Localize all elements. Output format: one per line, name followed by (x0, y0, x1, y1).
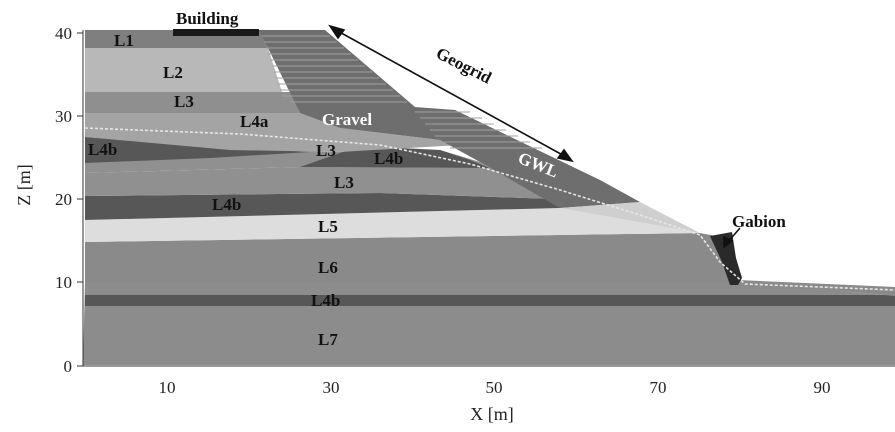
layer-L3-low-label: L3 (334, 173, 354, 192)
layer-L6-label: L6 (318, 258, 338, 277)
y-tick-10: 10 (55, 273, 72, 292)
gabion-label: Gabion (732, 212, 786, 231)
geogrid-layers (262, 35, 542, 149)
layer-L6-fill (85, 233, 740, 282)
building-footing (173, 29, 259, 36)
layer-L4a-fill (85, 113, 460, 152)
layer-L7-label: L7 (318, 330, 338, 349)
gabion-pointer (723, 227, 741, 249)
layer-L2-fill (85, 48, 282, 92)
building-label: Building (176, 9, 239, 28)
soil-layers (83, 30, 895, 365)
layer-L2-label: L2 (163, 63, 183, 82)
layer-L3-top-fill (85, 92, 300, 113)
x-tick-70: 70 (650, 378, 667, 397)
layer-L4b-left-fill (85, 137, 310, 163)
geogrid-label: Geogrid (433, 44, 495, 88)
gravel-fill (258, 30, 700, 233)
layer-L5-fill (85, 208, 700, 242)
y-axis-label: Z [m] (14, 164, 34, 205)
layer-L4b-left-label: L4b (88, 140, 117, 159)
x-tick-10: 10 (159, 378, 176, 397)
axes (77, 30, 895, 367)
layer-L1-label: L1 (114, 31, 134, 50)
gravel-label: Gravel (322, 110, 372, 129)
layer-L4b-deep-label: L4b (311, 291, 340, 310)
layer-L4b-wide-label: L4b (212, 195, 241, 214)
gabion-wall (710, 232, 742, 285)
layer-L3-low-fill (85, 167, 640, 202)
gwl-line (84, 127, 895, 291)
y-tick-20: 20 (55, 190, 72, 209)
y-tick-40: 40 (55, 24, 72, 43)
gravel-body (258, 30, 640, 208)
layer-L3-top-label: L3 (174, 92, 194, 111)
layer-L4b-wide-fill (85, 193, 640, 220)
layer-L5-label: L5 (318, 217, 338, 236)
x-tick-30: 30 (323, 378, 340, 397)
y-tick-0: 0 (64, 357, 73, 376)
x-tick-labels: 10 30 50 70 90 (159, 378, 831, 397)
layer-L4b-mid-label: L4b (374, 149, 403, 168)
layer-L3-mid-label: L3 (316, 141, 336, 160)
geogrid-arrow (328, 24, 574, 163)
slope-facing (560, 202, 700, 233)
layer-L4b-deep-fill (85, 295, 895, 306)
x-tick-50: 50 (486, 378, 503, 397)
layer-L7-fill (83, 282, 895, 365)
layer-L4a-label: L4a (240, 112, 269, 131)
x-axis-label: X [m] (470, 404, 514, 424)
y-tick-labels: 0 10 20 30 40 (55, 24, 72, 376)
y-tick-30: 30 (55, 107, 72, 126)
x-tick-90: 90 (814, 378, 831, 397)
